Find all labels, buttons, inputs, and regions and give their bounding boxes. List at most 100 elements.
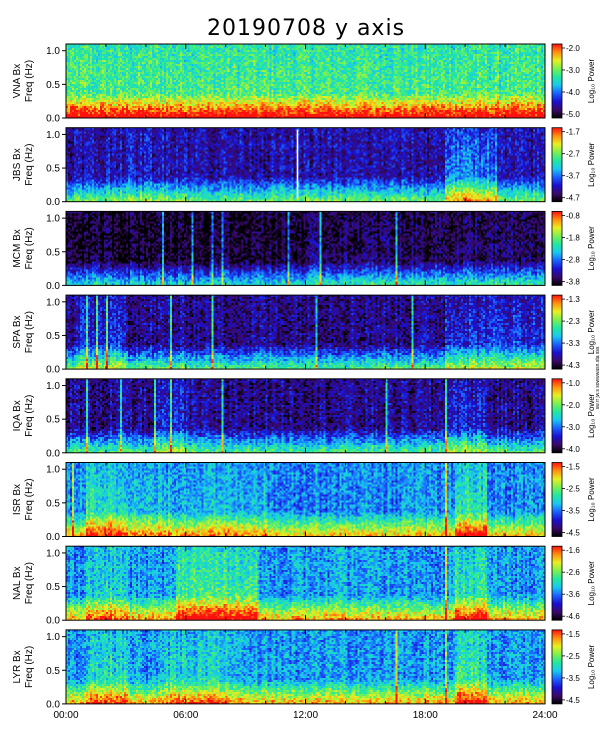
panel-jbs: 0.0 0.5 1.0 JBS Bx Freq (Hz) -1.7 -2.7 -3.7 -4.7… bbox=[12, 127, 596, 208]
freq-axis-label: Freq (Hz) bbox=[24, 227, 35, 269]
y-tick-label: 1.0 bbox=[46, 130, 60, 141]
colorbar bbox=[551, 378, 563, 454]
panel-lyr: 0.0 0.5 1.0 LYR Bx Freq (Hz) -1.5 -2.5 -3.5 -4.5… bbox=[12, 629, 596, 710]
station-label: ISR Bx bbox=[12, 484, 23, 515]
x-tick-label: 06:00 bbox=[173, 710, 198, 721]
y-tick-label: 0.5 bbox=[46, 80, 60, 91]
y-tick-label: 0.0 bbox=[46, 616, 60, 627]
spectrogram-vna bbox=[66, 44, 545, 118]
colorbar-tick-label: -4.0 bbox=[566, 88, 580, 97]
colorbar-tick-label: -5.0 bbox=[566, 110, 580, 119]
station-label: MCM Bx bbox=[12, 229, 23, 267]
y-tick-label: 0.0 bbox=[46, 448, 60, 459]
freq-axis-label: Freq (Hz) bbox=[24, 144, 35, 186]
y-tick-label: 0.0 bbox=[46, 532, 60, 543]
y-tick-label: 0.0 bbox=[46, 197, 60, 208]
colorbar bbox=[551, 127, 563, 203]
panel-mcm: 0.0 0.5 1.0 MCM Bx Freq (Hz) -0.8 -1.8 -2.8 -3.8… bbox=[12, 210, 596, 292]
colorbar bbox=[551, 210, 563, 286]
spectrogram-mcm bbox=[66, 211, 545, 286]
spectrogram-nal bbox=[66, 546, 545, 621]
colorbar-tick-label: -2.5 bbox=[566, 485, 580, 494]
freq-axis-label: Freq (Hz) bbox=[24, 60, 35, 102]
colorbar-label: Log₁₀ Power bbox=[587, 477, 596, 522]
colorbar-tick-label: -2.8 bbox=[566, 255, 580, 264]
colorbar-tick-label: -3.6 bbox=[566, 590, 580, 599]
spectrogram-lyr bbox=[66, 629, 545, 704]
x-tick-label: 24:00 bbox=[532, 710, 557, 721]
page-title: 20190708 y axis bbox=[206, 16, 406, 41]
station-label: LYR Bx bbox=[12, 650, 23, 683]
spectrogram-jbs bbox=[66, 127, 545, 202]
y-tick-label: 0.0 bbox=[46, 365, 60, 376]
station-label: NAL Bx bbox=[12, 566, 23, 600]
panel-spa: 0.0 0.5 1.0 SPA Bx Freq (Hz) -1.3 -2.3 -3.3 -4.3… bbox=[12, 294, 596, 376]
colorbar bbox=[551, 462, 563, 537]
y-tick-label: 0.5 bbox=[46, 666, 60, 677]
spectrogram-spa bbox=[66, 295, 545, 370]
y-tick-label: 1.0 bbox=[46, 297, 60, 308]
station-label: VNA Bx bbox=[12, 64, 23, 98]
freq-axis-label: Freq (Hz) bbox=[24, 646, 35, 688]
colorbar-tick-label: -2.0 bbox=[566, 401, 580, 410]
station-label: JBS Bx bbox=[12, 148, 23, 181]
colorbar-tick-label: -1.8 bbox=[566, 233, 580, 242]
colorbar bbox=[551, 629, 563, 705]
colorbar-tick-label: -1.5 bbox=[566, 463, 580, 472]
colorbar-label: Log₁₀ Power bbox=[587, 59, 596, 104]
panel-vna: 0.0 0.5 1.0 VNA Bx Freq (Hz) -2.0 -3.0 -4.0 -5.0… bbox=[12, 43, 596, 125]
panel-nal: 0.0 0.5 1.0 NAL Bx Freq (Hz) -1.6 -2.6 -3.6 -4.6… bbox=[12, 545, 596, 627]
colorbar-tick-label: -4.5 bbox=[566, 696, 580, 705]
colorbar bbox=[551, 294, 563, 370]
y-tick-label: 0.5 bbox=[46, 415, 60, 426]
colorbar-label: Log₁₀ Power bbox=[587, 226, 596, 271]
x-tick-label: 12:00 bbox=[293, 710, 318, 721]
y-tick-label: 0.0 bbox=[46, 699, 60, 710]
freq-axis-label: Freq (Hz) bbox=[24, 395, 35, 437]
y-tick-label: 1.0 bbox=[46, 465, 60, 476]
colorbar-tick-label: -1.3 bbox=[566, 295, 580, 304]
colorbar-tick-label: -2.3 bbox=[566, 317, 580, 326]
x-tick-label: 18:00 bbox=[413, 710, 438, 721]
colorbar-tick-label: -4.6 bbox=[566, 612, 580, 621]
x-tick-label: 00:00 bbox=[53, 710, 78, 721]
colorbar-tick-label: -2.6 bbox=[566, 568, 580, 577]
freq-axis-label: Freq (Hz) bbox=[24, 562, 35, 604]
y-tick-label: 0.5 bbox=[46, 331, 60, 342]
y-tick-label: 0.5 bbox=[46, 582, 60, 593]
colorbar-label: Log₁₀ Power bbox=[587, 310, 596, 355]
colorbar-label: Log₁₀ Power bbox=[587, 393, 596, 438]
station-label: SPA Bx bbox=[12, 316, 23, 349]
colorbar bbox=[551, 545, 563, 621]
y-tick-label: 0.0 bbox=[46, 281, 60, 292]
colorbar-tick-label: -2.7 bbox=[566, 150, 580, 159]
colorbar-tick-label: -3.0 bbox=[566, 423, 580, 432]
colorbar-tick-label: -3.7 bbox=[566, 172, 580, 181]
colorbar-tick-label: -4.0 bbox=[566, 445, 580, 454]
colorbar-tick-label: -1.7 bbox=[566, 128, 580, 137]
colorbar-label: Log₁₀ Power bbox=[587, 142, 596, 187]
colorbar-tick-label: -2.0 bbox=[566, 44, 580, 53]
colorbar-tick-label: -3.5 bbox=[566, 674, 580, 683]
colorbar-tick-label: -3.5 bbox=[566, 507, 580, 516]
freq-axis-label: Freq (Hz) bbox=[24, 478, 35, 520]
y-tick-label: 0.0 bbox=[46, 114, 60, 125]
y-tick-label: 1.0 bbox=[46, 632, 60, 643]
colorbar-tick-label: -1.6 bbox=[566, 546, 580, 555]
spectrogram-iqa bbox=[66, 378, 545, 453]
colorbar-tick-label: -4.3 bbox=[566, 361, 580, 370]
y-tick-label: 1.0 bbox=[46, 381, 60, 392]
panel-iqa: 0.0 0.5 1.0 IQA Bx Freq (Hz) -1.0 -2.0 -3.0 -4.0… bbox=[12, 378, 596, 459]
colorbar-tick-label: -3.3 bbox=[566, 339, 580, 348]
colorbar-tick-label: -3.0 bbox=[566, 66, 580, 75]
colorbar-tick-label: -4.7 bbox=[566, 194, 580, 203]
colorbar-tick-label: -2.5 bbox=[566, 652, 580, 661]
y-tick-label: 0.5 bbox=[46, 247, 60, 258]
colorbar-tick-label: -3.8 bbox=[566, 277, 580, 286]
colorbar-tick-label: -0.8 bbox=[566, 211, 580, 220]
colorbar-tick-label: -1.5 bbox=[566, 630, 580, 639]
spectrogram-isr bbox=[66, 462, 545, 537]
panel-isr: 0.0 0.5 1.0 ISR Bx Freq (Hz) -1.5 -2.5 -3.5 -4.5… bbox=[12, 462, 596, 543]
freq-axis-label: Freq (Hz) bbox=[24, 311, 35, 353]
